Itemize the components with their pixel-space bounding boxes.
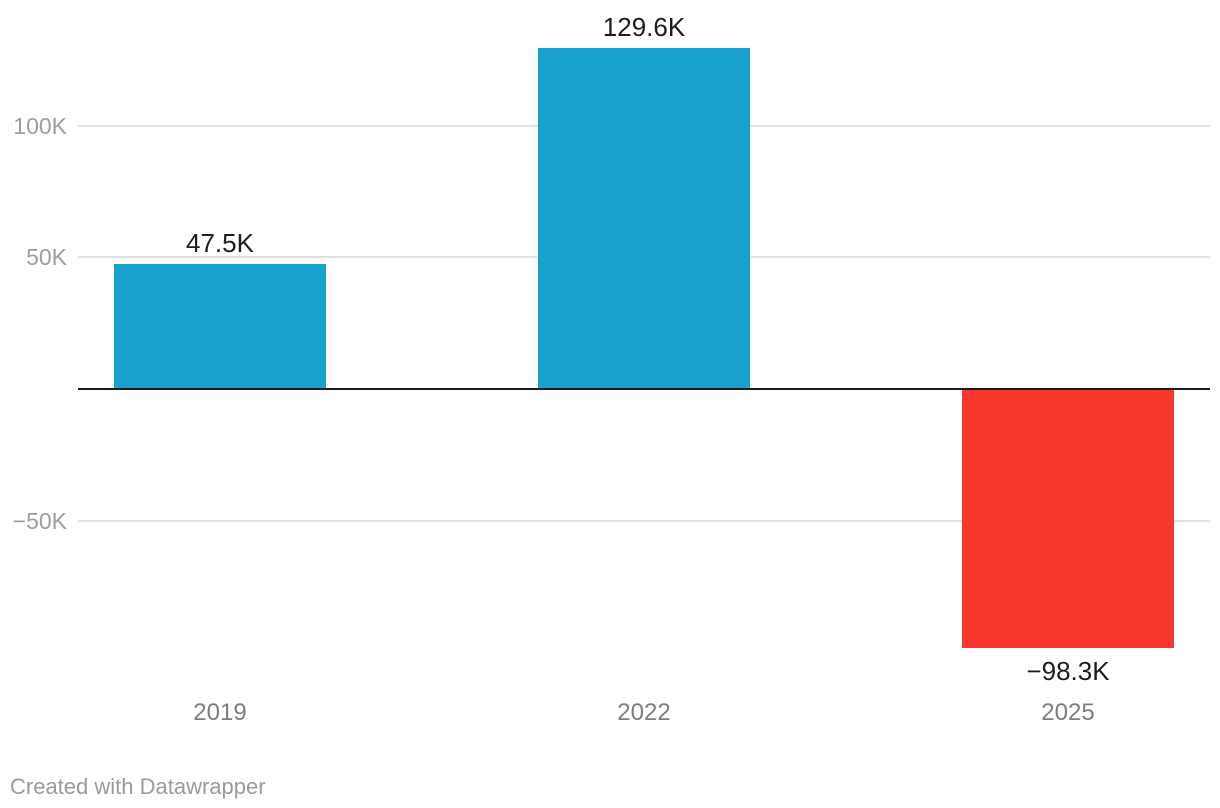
- bar-value-label: 47.5K: [186, 227, 254, 258]
- x-axis-category-label: 2025: [1041, 699, 1095, 726]
- x-axis-category-label: 2019: [193, 699, 247, 726]
- bar-value-label: −98.3K: [1026, 655, 1110, 686]
- y-axis-tick-label: 50K: [26, 244, 67, 271]
- bar-2019: [114, 263, 326, 389]
- datawrapper-attribution-link[interactable]: Created with Datawrapper: [10, 774, 266, 799]
- bar-2022: [538, 47, 750, 389]
- x-axis-category-label: 2022: [617, 699, 671, 726]
- y-axis-tick-label: −50K: [12, 507, 67, 534]
- plot-area: 100K 50K −50K 47.5K 2019 129.6K 2022 −98.3K 2025: [12, 11, 1210, 726]
- zero-baseline: [78, 387, 1210, 391]
- bar-2025: [962, 389, 1174, 648]
- y-axis-tick-label: 100K: [13, 112, 67, 139]
- y-gridline: [78, 519, 1210, 522]
- bar-value-label: 129.6K: [602, 11, 686, 42]
